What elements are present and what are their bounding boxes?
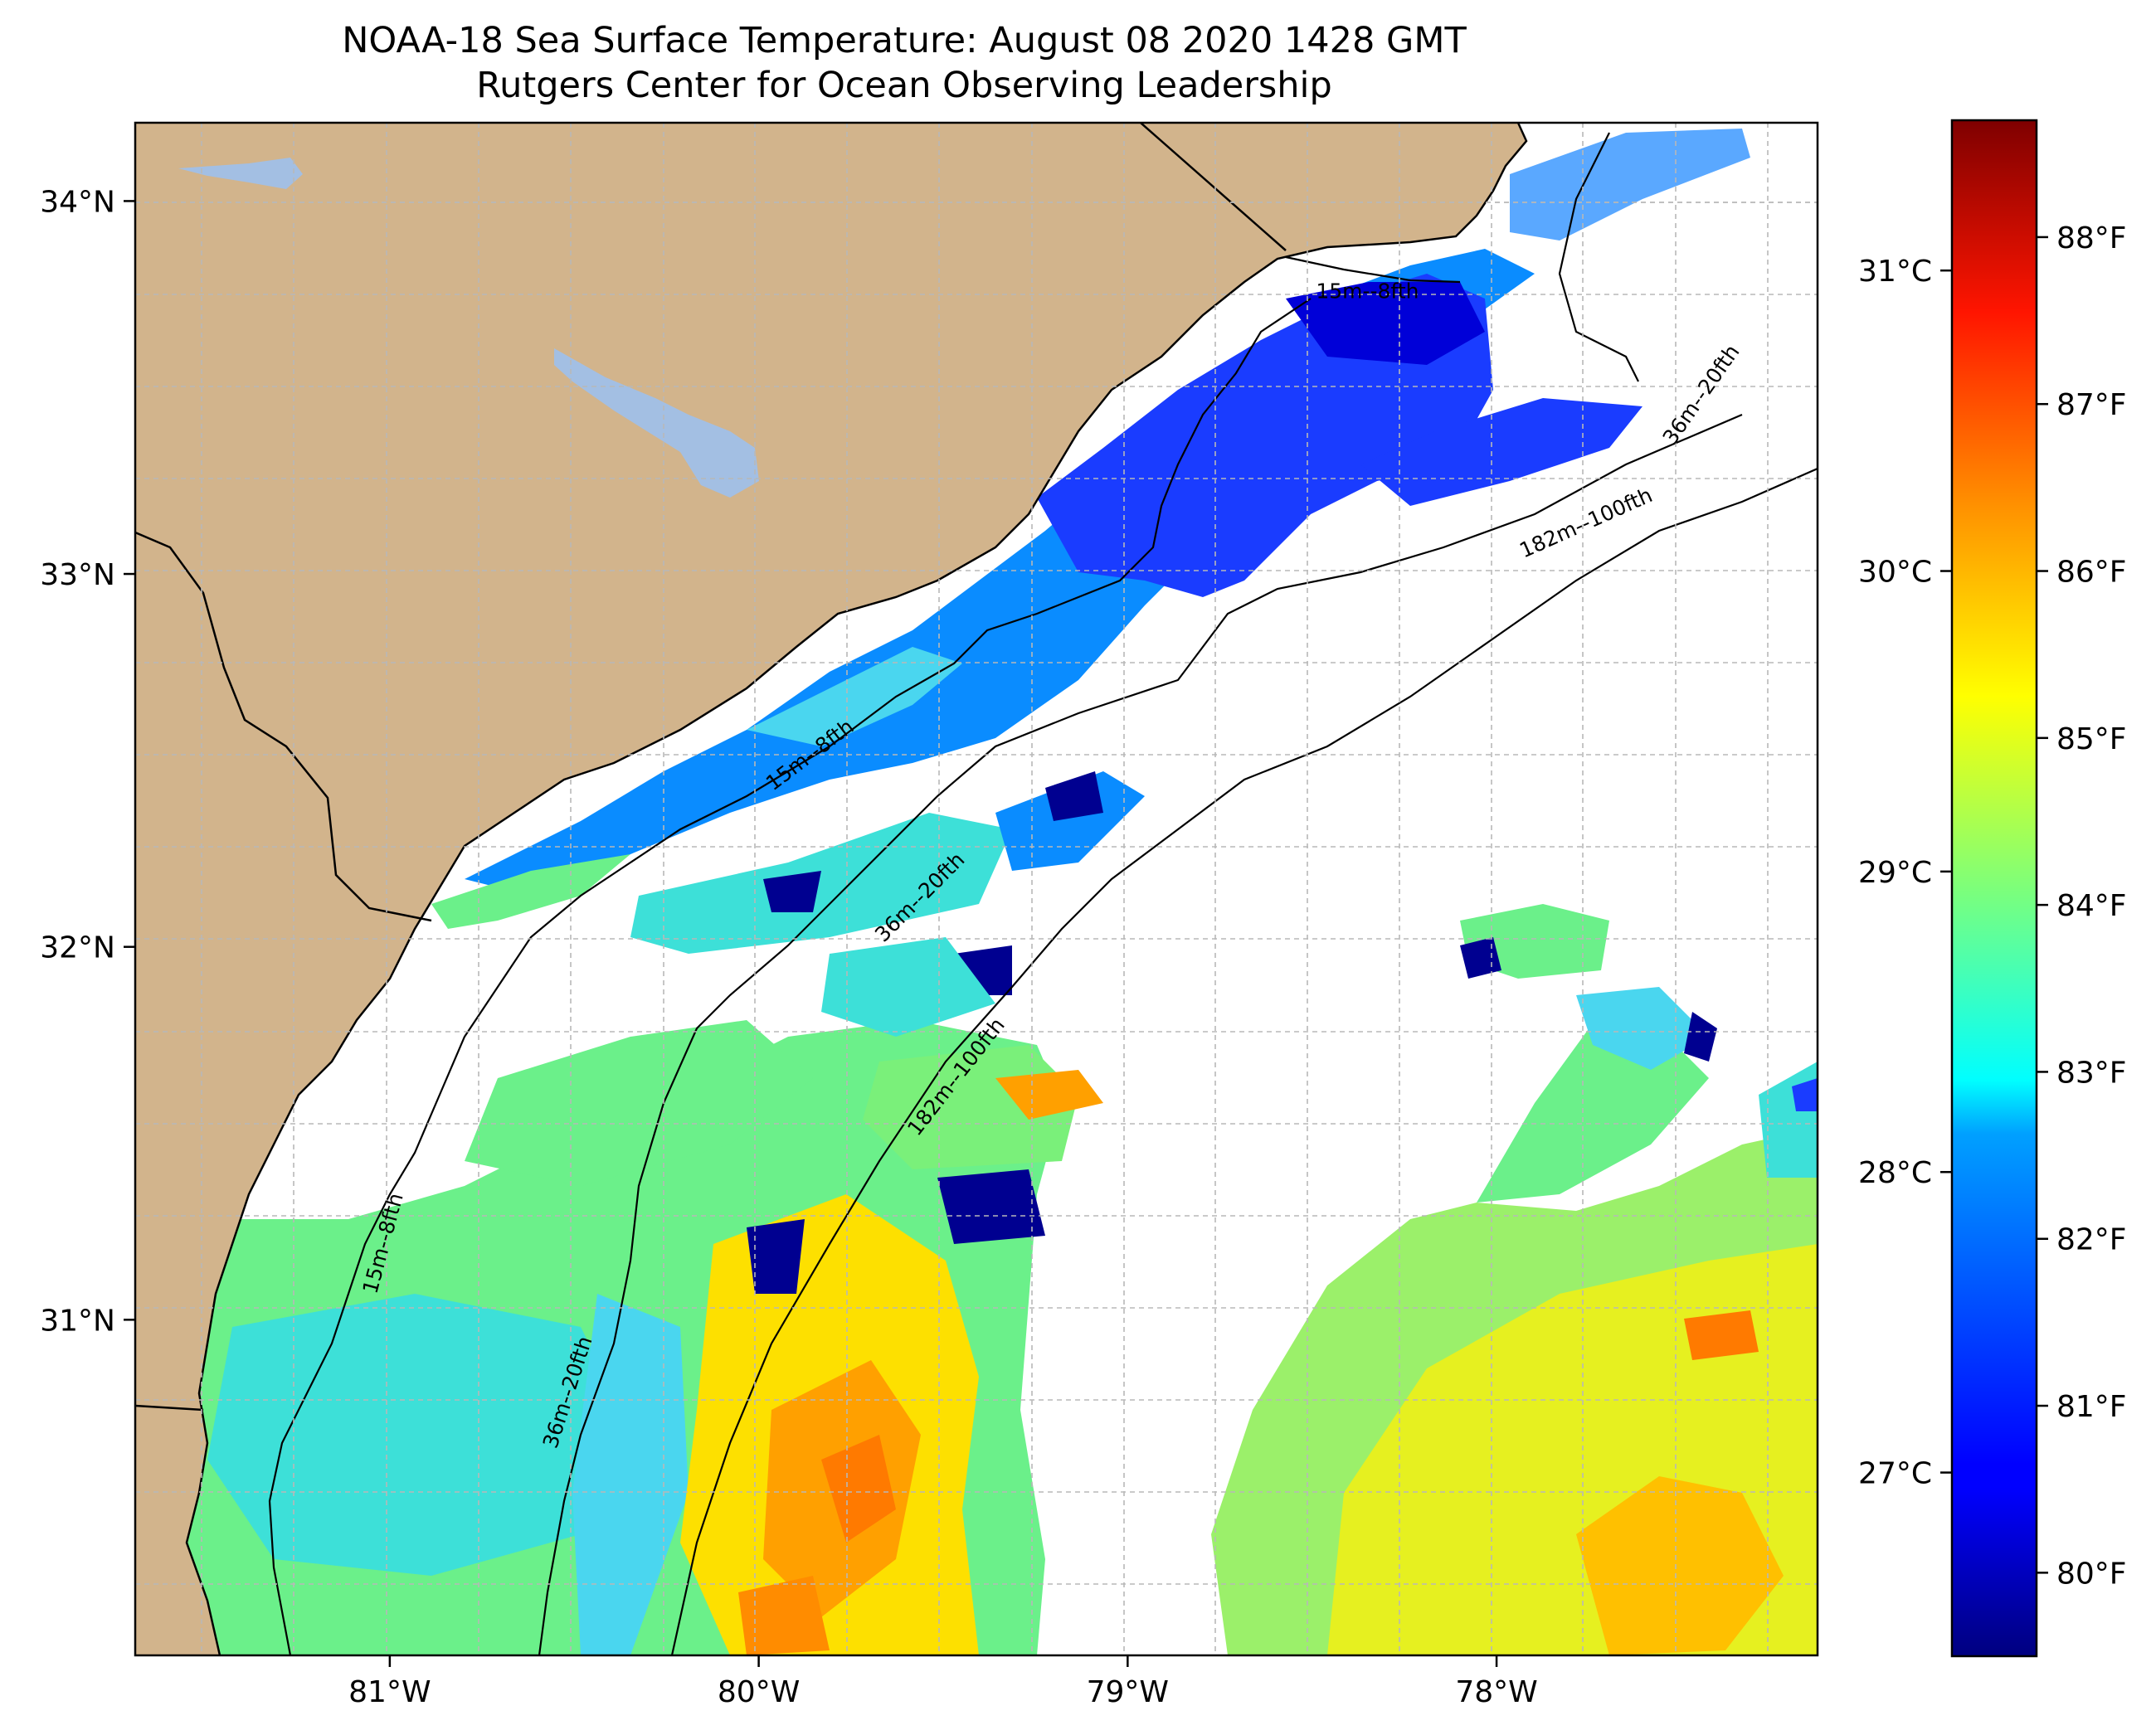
map-title: NOAA-18 Sea Surface Temperature: August … <box>0 18 1808 108</box>
lakes <box>178 158 759 498</box>
colorbar-c-label: 29°C <box>1858 856 1932 890</box>
colorbar-c-label: 30°C <box>1858 556 1932 590</box>
map-frame <box>134 121 1819 1657</box>
colorbar-c-label: 28°C <box>1858 1156 1932 1190</box>
colorbar <box>1950 119 2038 1658</box>
colorbar-f-label: 80°F <box>2056 1557 2127 1591</box>
coastline <box>185 123 1528 1655</box>
contour-label: 15m--8fth <box>1316 279 1419 303</box>
bathymetry-contours <box>268 132 1818 1655</box>
lat-tick-label: 32°N <box>40 931 115 965</box>
sst-data-layer <box>135 129 1818 1655</box>
lat-tick-label: 34°N <box>40 185 115 219</box>
title-line-2: Rutgers Center for Ocean Observing Leade… <box>476 65 1332 106</box>
colorbar-c-label: 31°C <box>1858 255 1932 289</box>
colorbar-f-label: 82°F <box>2056 1223 2127 1257</box>
lon-tick-label: 78°W <box>1455 1675 1537 1709</box>
land-mainland <box>135 123 1526 1655</box>
colorbar-f-label: 84°F <box>2056 889 2127 923</box>
colorbar-f-label: 83°F <box>2056 1056 2127 1090</box>
colorbar-f-label: 81°F <box>2056 1390 2127 1424</box>
gridlines <box>135 123 1818 1655</box>
lon-tick-label: 79°W <box>1087 1675 1169 1709</box>
lat-tick-label: 31°N <box>40 1304 115 1338</box>
state-border <box>135 123 1287 1412</box>
longitude-axis: 81°W 80°W 79°W 78°W <box>348 1655 1538 1709</box>
colorbar-ticks: 80°F 81°F 82°F 83°F 84°F 85°F 86°F 87°F 88°F 27°C… <box>1858 221 2126 1591</box>
colorbar-f-label: 87°F <box>2056 388 2127 422</box>
colorbar-f-label: 86°F <box>2056 556 2127 590</box>
lon-tick-label: 81°W <box>348 1675 431 1709</box>
colorbar-f-label: 88°F <box>2056 221 2127 255</box>
title-line-1: NOAA-18 Sea Surface Temperature: August … <box>342 20 1467 61</box>
colorbar-f-label: 85°F <box>2056 722 2127 756</box>
latitude-axis: 34°N 33°N 32°N 31°N <box>40 185 135 1338</box>
colorbar-c-label: 27°C <box>1858 1457 1932 1491</box>
lat-tick-label: 33°N <box>40 558 115 592</box>
lon-tick-label: 80°W <box>718 1675 800 1709</box>
